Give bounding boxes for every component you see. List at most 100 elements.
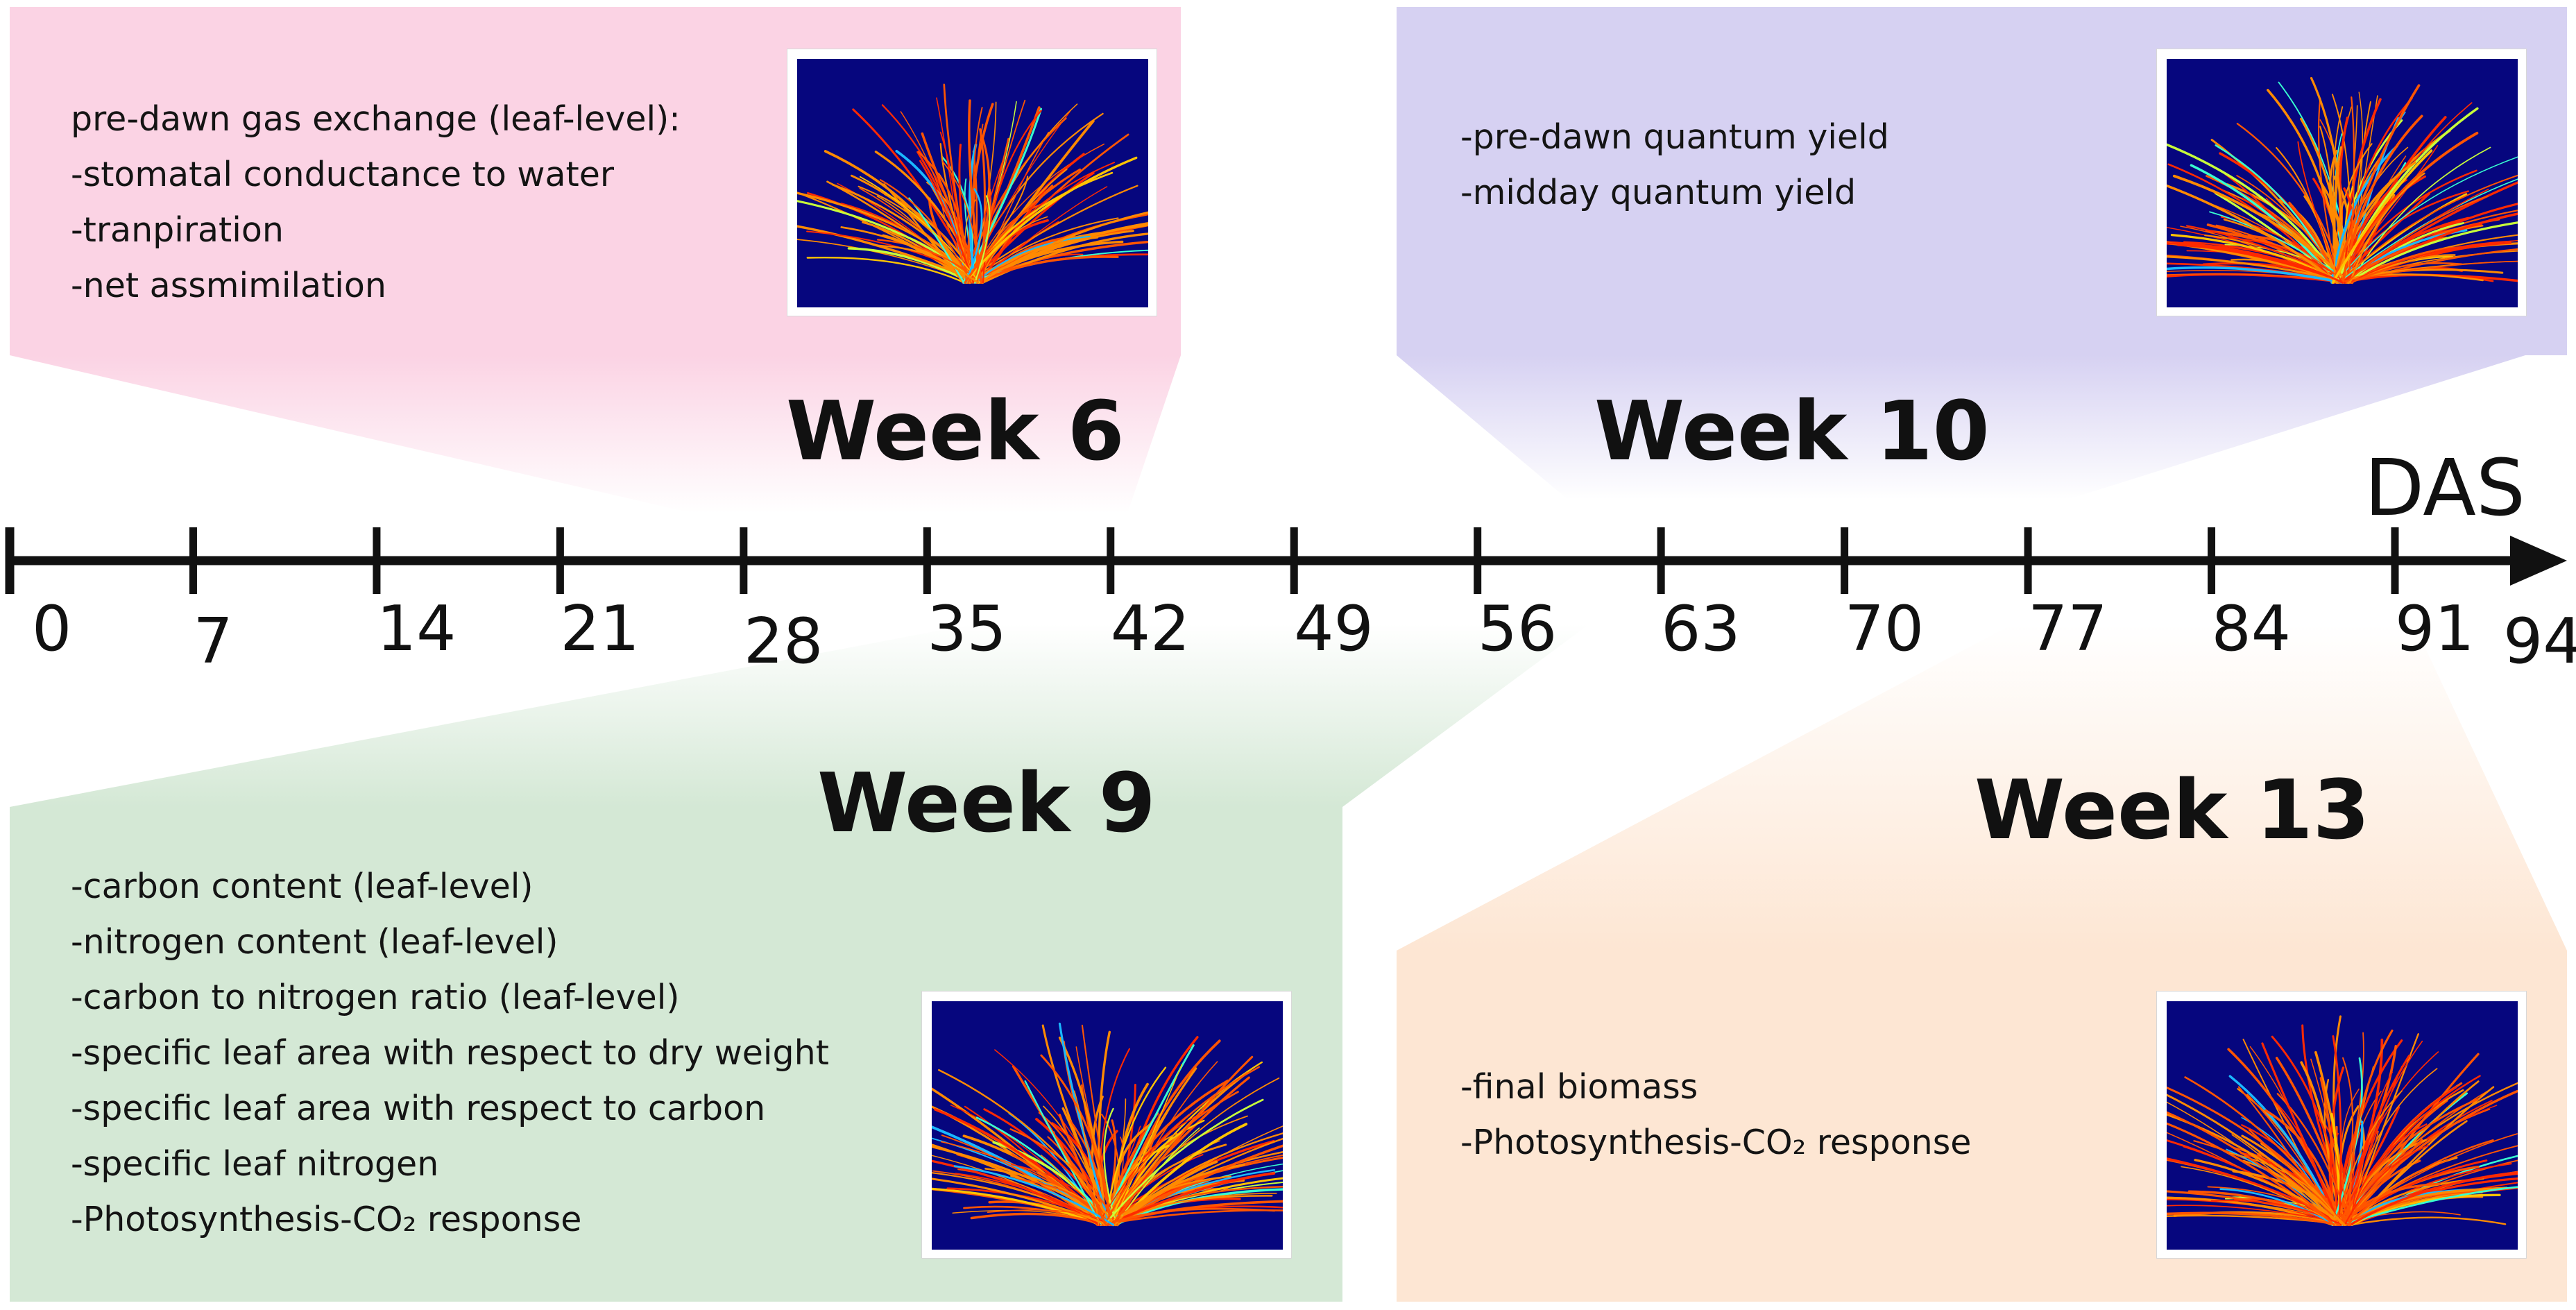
grass-leaf <box>2276 147 2336 284</box>
grass-leaf <box>2345 195 2489 284</box>
week13-item: -final biomass <box>1460 1067 1698 1107</box>
grass-leaf <box>2194 1159 2346 1226</box>
grass-leaf <box>2172 174 2351 284</box>
grass-leaf <box>2317 97 2339 284</box>
grass-leaf <box>2185 225 2351 284</box>
week10-label: Week 10 <box>1594 383 1990 479</box>
grass-leaf <box>2342 97 2413 284</box>
grass-leaf <box>2349 172 2425 284</box>
grass-leaf <box>2167 1196 2334 1226</box>
grass-leaf <box>975 235 1091 284</box>
grass-leaf <box>1024 1080 1102 1226</box>
grass-leaf <box>852 108 978 284</box>
week10-item: -pre-dawn quantum yield <box>1460 117 1889 157</box>
grass-leaf <box>2310 77 2344 284</box>
week6-measurement-list: pre-dawn gas exchange (leaf-level): -sto… <box>71 92 681 314</box>
grass-leaf <box>2350 146 2491 284</box>
grass-leaf <box>874 151 980 284</box>
grass-leaf <box>1058 1114 1107 1226</box>
grass-leaf <box>2336 156 2518 283</box>
week9-item: -carbon content (leaf-level) <box>71 867 534 906</box>
grass-leaf <box>964 156 1138 284</box>
grass-leaf <box>847 247 972 284</box>
grass-leaf <box>1111 1064 1183 1225</box>
grass-leaf <box>2209 211 2353 284</box>
grass-leaf <box>2258 212 2335 284</box>
plant-render-week13 <box>2167 1001 2518 1250</box>
week10-plant-image <box>2156 49 2527 316</box>
grass-leaf <box>1040 1054 1112 1226</box>
grass-leaf <box>2167 1111 2335 1226</box>
week6-label: Week 6 <box>786 383 1125 479</box>
grass-leaf <box>1104 1066 1260 1226</box>
week9-item: -specific leaf area with respect to dry … <box>71 1033 829 1073</box>
grass-leaf <box>900 111 969 283</box>
week10-item: -midday quantum yield <box>1460 173 1857 212</box>
week9-item: -specific leaf nitrogen <box>71 1144 439 1184</box>
grass-leaf <box>964 188 983 284</box>
grass-leaf <box>2167 1122 2335 1226</box>
grass-leaf <box>2202 201 2346 283</box>
grass-leaf <box>859 176 981 284</box>
grass-leaf <box>2328 149 2352 284</box>
grass-leaf <box>966 103 994 284</box>
grass-leaf <box>2346 1139 2494 1226</box>
grass-leaf <box>1105 1172 1276 1227</box>
grass-leaf <box>932 1145 1116 1226</box>
grass-leaf <box>2300 117 2349 284</box>
week9-item: -specific leaf area with respect to carb… <box>71 1089 766 1128</box>
grass-leaf <box>2310 1058 2352 1225</box>
grass-leaf <box>1058 1036 1107 1226</box>
grass-leaf <box>932 1159 1101 1226</box>
grass-leaf <box>970 1212 1104 1226</box>
grass-leaf <box>2330 144 2398 284</box>
grass-leaf <box>2344 1144 2430 1226</box>
grass-leaf <box>932 1177 1109 1226</box>
grass-leaf <box>964 168 1082 284</box>
grass-leaf <box>2167 184 2339 284</box>
grass-leaf <box>968 144 978 284</box>
grass-leaf <box>2342 221 2456 284</box>
grass-leaf <box>2275 1057 2353 1226</box>
grass-leaf <box>2333 143 2373 284</box>
grass-leaf <box>2341 1186 2518 1226</box>
grass-leaf <box>2348 1171 2518 1226</box>
grass-leaf <box>2331 149 2433 284</box>
week6-item: -net assmimilation <box>71 266 386 305</box>
grass-leaf <box>2342 1191 2487 1226</box>
grass-leaf <box>919 160 975 284</box>
week13-plant-image <box>2156 991 2527 1259</box>
grass-leaf <box>2350 1071 2393 1226</box>
grass-leaf <box>797 225 983 284</box>
grass-leaf <box>2339 174 2518 284</box>
grass-leaf <box>2167 1211 2340 1226</box>
axis-title-das: DAS <box>2364 443 2525 534</box>
grass-leaf <box>975 255 1119 284</box>
grass-leaf <box>978 211 1148 284</box>
week13-item: -Photosynthesis-CO₂ response <box>1460 1123 1972 1162</box>
grass-leaf <box>1105 1207 1276 1226</box>
grass-leaf <box>2350 1216 2507 1226</box>
week6-item: -stomatal conductance to water <box>71 155 614 194</box>
grass-leaf <box>797 192 980 284</box>
week10-measurement-list: -pre-dawn quantum yield -midday quantum … <box>1460 110 1889 221</box>
week9-item: -carbon to nitrogen ratio (leaf-level) <box>71 978 680 1017</box>
grass-leaf <box>1114 1175 1232 1226</box>
week9-measurement-list: -carbon content (leaf-level) -nitrogen c… <box>71 859 829 1248</box>
grass-leaf <box>2167 262 2354 284</box>
grass-leaf <box>2219 1188 2336 1226</box>
week9-label: Week 9 <box>817 755 1156 851</box>
grass-leaf <box>2334 1130 2379 1226</box>
grass-leaf <box>1047 1136 1118 1226</box>
grass-leaf <box>2261 1042 2341 1226</box>
grass-leaf <box>2348 1029 2394 1226</box>
grass-leaf <box>2339 1133 2518 1226</box>
grass-leaf <box>2337 1057 2354 1226</box>
grass-leaf <box>806 256 965 284</box>
grass-leaf <box>2339 1089 2518 1226</box>
grass-leaf <box>1111 1061 1218 1225</box>
grass-leaf <box>984 1168 1114 1226</box>
plant-render-week10 <box>2167 59 2518 307</box>
week9-item: -Photosynthesis-CO₂ response <box>71 1200 582 1239</box>
